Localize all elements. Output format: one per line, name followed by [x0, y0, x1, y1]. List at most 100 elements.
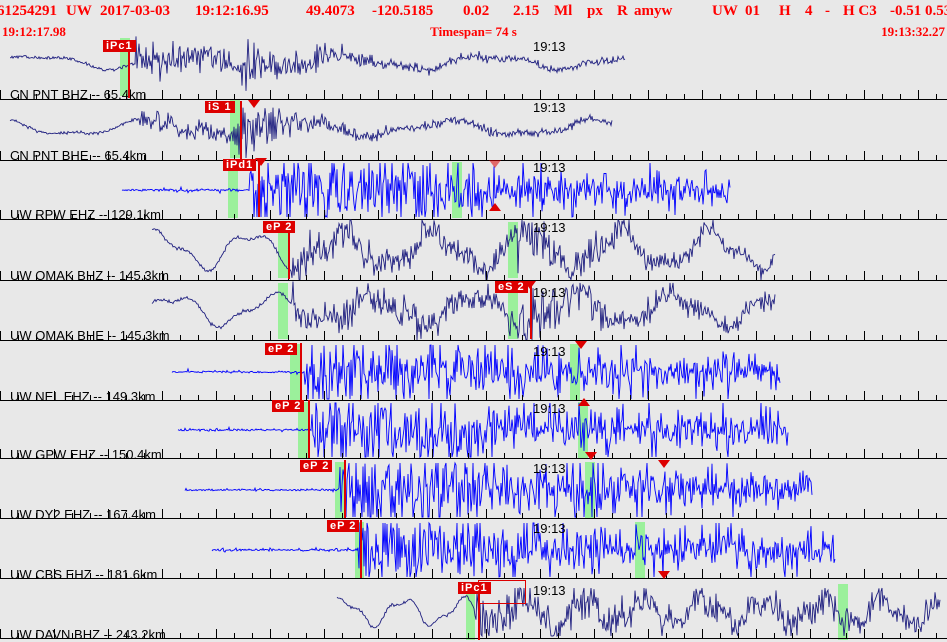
- axis-tick: [180, 155, 181, 160]
- pick-triangle-marker[interactable]: [575, 341, 587, 349]
- phase-pick-label[interactable]: eS 2: [495, 281, 528, 293]
- auth-number: 01: [745, 3, 760, 19]
- axis-tick: [774, 155, 775, 160]
- axis-tick: [90, 513, 91, 518]
- axis-tick: [450, 94, 451, 99]
- axis-tick: [684, 573, 685, 578]
- axis-tick: [864, 331, 865, 340]
- axis-tick: [864, 629, 865, 638]
- axis-tick: [774, 275, 775, 280]
- phase-pick-line[interactable]: [478, 582, 480, 640]
- axis-tick: [414, 275, 415, 280]
- axis-tick: [666, 335, 667, 340]
- axis-tick: [216, 331, 217, 340]
- axis-tick: [882, 573, 883, 578]
- axis-tick: [216, 391, 217, 400]
- axis-tick: [846, 155, 847, 160]
- axis-tick: [918, 449, 919, 458]
- phase-pick-line[interactable]: [240, 101, 242, 159]
- time-tick-label: 19:13: [533, 583, 566, 598]
- phase-pick-label[interactable]: iPc1: [458, 582, 491, 594]
- phase-pick-label[interactable]: eP 2: [263, 221, 296, 233]
- axis-tick: [432, 331, 433, 340]
- axis-tick: [918, 331, 919, 340]
- time-axis: [0, 99, 947, 100]
- phase-pick-line[interactable]: [308, 400, 310, 458]
- axis-tick: [846, 633, 847, 638]
- axis-tick: [396, 573, 397, 578]
- axis-tick: [162, 449, 163, 458]
- phase-pick-label[interactable]: iPd1: [223, 159, 257, 171]
- phase-pick-label[interactable]: eP 2: [265, 343, 298, 355]
- axis-tick: [378, 210, 379, 219]
- phase-pick-label[interactable]: eP 2: [327, 520, 360, 532]
- dash-separator: -: [825, 3, 830, 19]
- axis-tick: [18, 155, 19, 160]
- pick-triangle-marker[interactable]: [255, 158, 267, 166]
- axis-tick: [396, 275, 397, 280]
- author-source: amyw: [634, 3, 673, 19]
- phase-pick-label[interactable]: eP 2: [300, 460, 333, 472]
- axis-tick: [432, 210, 433, 219]
- axis-tick: [216, 210, 217, 219]
- phase-pick-line[interactable]: [530, 281, 532, 339]
- axis-tick: [702, 629, 703, 638]
- axis-tick: [720, 395, 721, 400]
- pick-triangle-marker[interactable]: [658, 571, 670, 579]
- axis-tick: [936, 513, 937, 518]
- axis-tick: [90, 573, 91, 578]
- pick-triangle-marker[interactable]: [489, 160, 501, 168]
- time-axis: [0, 578, 947, 579]
- axis-tick: [648, 449, 649, 458]
- axis-tick: [360, 335, 361, 340]
- axis-tick: [18, 335, 19, 340]
- time-tick-label: 19:13: [533, 39, 566, 54]
- pick-triangle-marker[interactable]: [489, 203, 501, 211]
- phase-pick-line[interactable]: [360, 520, 362, 578]
- axis-tick: [432, 629, 433, 638]
- axis-tick: [90, 94, 91, 99]
- axis-tick: [828, 155, 829, 160]
- axis-tick: [810, 271, 811, 280]
- channel-label: UW DY2 EHZ -- 167.4km: [10, 507, 156, 522]
- axis-tick: [18, 573, 19, 578]
- axis-tick: [288, 214, 289, 219]
- axis-tick: [828, 94, 829, 99]
- phase-pick-line[interactable]: [344, 460, 346, 518]
- pick-triangle-marker[interactable]: [578, 398, 590, 406]
- axis-tick: [72, 155, 73, 160]
- phase-pick-line[interactable]: [288, 221, 290, 279]
- axis-tick: [162, 569, 163, 578]
- phase-pick-line[interactable]: [300, 343, 302, 401]
- axis-tick: [828, 275, 829, 280]
- axis-tick: [936, 395, 937, 400]
- axis-tick: [342, 513, 343, 518]
- axis-tick: [846, 214, 847, 219]
- phase-pick-label[interactable]: eP 2: [272, 400, 305, 412]
- phase-pick-label[interactable]: iS 1: [205, 101, 235, 113]
- phase-pick-line[interactable]: [258, 159, 260, 217]
- axis-tick: [666, 395, 667, 400]
- axis-tick: [72, 335, 73, 340]
- axis-tick: [90, 155, 91, 160]
- time-axis: [0, 160, 947, 161]
- axis-tick: [198, 155, 199, 160]
- axis-tick: [108, 271, 109, 280]
- axis-tick: [846, 275, 847, 280]
- phase-pick-line[interactable]: [128, 40, 130, 98]
- axis-tick: [630, 155, 631, 160]
- axis-tick: [324, 210, 325, 219]
- axis-tick: [756, 569, 757, 578]
- pick-triangle-marker[interactable]: [248, 100, 260, 108]
- pick-triangle-marker[interactable]: [524, 281, 536, 289]
- highlight-band: [578, 402, 588, 458]
- pick-triangle-marker[interactable]: [658, 460, 670, 468]
- axis-tick: [198, 214, 199, 219]
- axis-tick: [36, 513, 37, 518]
- phase-pick-label[interactable]: iPc1: [103, 40, 136, 52]
- axis-tick: [36, 573, 37, 578]
- pick-triangle-marker[interactable]: [585, 452, 597, 460]
- hc3-code: H C3: [843, 3, 877, 19]
- axis-tick: [720, 94, 721, 99]
